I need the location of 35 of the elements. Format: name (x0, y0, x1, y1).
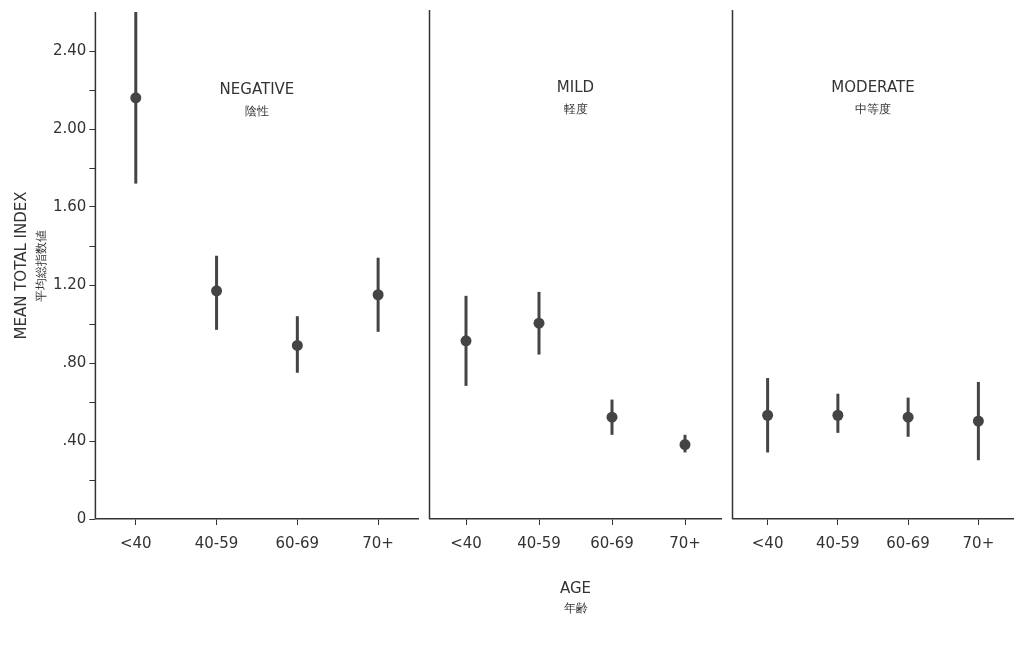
y-tick-label: 2.40 (52, 40, 87, 59)
x-tick-label: <40 (450, 533, 482, 552)
x-tick-label: 60-69 (590, 533, 634, 552)
text: NEGATIVE (219, 79, 295, 98)
x-tick-label: 40-59 (194, 533, 239, 552)
point (460, 335, 472, 347)
y-tick-label: .40 (62, 430, 87, 449)
x-tick-label: 70+ (362, 533, 394, 552)
x-tick-label: <40 (751, 533, 784, 552)
point (533, 317, 545, 329)
x-tick-label: 70+ (962, 533, 995, 552)
y-tick-label: .80 (62, 352, 87, 371)
text: MILD (556, 77, 595, 96)
x-tick-label: 70+ (669, 533, 701, 552)
point (291, 339, 303, 351)
text: 陰性 (244, 104, 269, 119)
text: 中等度 (855, 102, 891, 117)
text: 軽度 (563, 102, 588, 117)
point (211, 285, 223, 297)
text: MODERATE (831, 77, 915, 96)
y-tick-label: 1.60 (52, 196, 87, 215)
y-axis-title: MEAN TOTAL INDEX 平均総指数値 (11, 191, 49, 340)
y-tick-label: 2.00 (52, 118, 87, 137)
x-axis-title: AGE 年齢 (559, 578, 592, 616)
x-tick-label: <40 (119, 533, 152, 552)
x-tick-label: 60-69 (886, 533, 930, 552)
point (372, 289, 384, 301)
x-tick-label: 40-59 (816, 533, 860, 552)
point (679, 439, 691, 451)
y-tick-label: 1.20 (52, 274, 87, 293)
x-tick-label: 40-59 (517, 533, 561, 552)
point (130, 92, 142, 104)
y-tick-label: 0 (76, 508, 87, 527)
x-tick-label: 60-69 (275, 533, 320, 552)
point (606, 411, 618, 423)
